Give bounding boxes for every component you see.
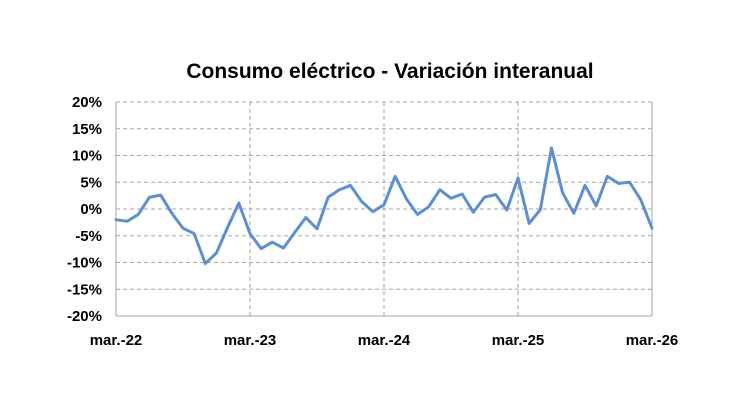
x-tick-label: mar.-23 bbox=[224, 332, 277, 349]
data-point bbox=[572, 212, 575, 215]
data-point bbox=[193, 232, 196, 235]
data-point bbox=[237, 202, 240, 205]
y-axis-tick-labels: 20% 15% 10% 5% 0% -5% -10% -15% -20% bbox=[67, 94, 102, 325]
data-point bbox=[115, 218, 118, 221]
data-point bbox=[383, 203, 386, 206]
data-point bbox=[606, 175, 609, 178]
data-point bbox=[539, 208, 542, 211]
data-point bbox=[595, 204, 598, 207]
data-point bbox=[628, 181, 631, 184]
data-point bbox=[148, 196, 151, 199]
data-point bbox=[483, 196, 486, 199]
x-axis-tick-labels: mar.-22 mar.-23 mar.-24 mar.-25 mar.-26 bbox=[90, 332, 679, 349]
data-point bbox=[182, 227, 185, 230]
x-tick-label: mar.-25 bbox=[492, 332, 545, 349]
y-tick-label: 10% bbox=[72, 148, 102, 165]
data-point bbox=[394, 175, 397, 178]
data-point bbox=[450, 197, 453, 200]
data-point bbox=[271, 241, 274, 244]
y-tick-label: 20% bbox=[72, 94, 102, 111]
data-point bbox=[584, 184, 587, 187]
y-tick-label: 0% bbox=[80, 201, 102, 218]
data-point bbox=[338, 188, 341, 191]
data-point bbox=[438, 188, 441, 191]
data-point bbox=[159, 194, 162, 197]
data-point bbox=[405, 197, 408, 200]
data-point bbox=[639, 198, 642, 201]
data-point bbox=[260, 247, 263, 250]
data-point bbox=[561, 191, 564, 194]
data-point bbox=[316, 227, 319, 230]
data-point bbox=[126, 220, 129, 223]
series-layer bbox=[114, 146, 654, 266]
data-point bbox=[427, 205, 430, 208]
data-point bbox=[494, 193, 497, 196]
data-point bbox=[282, 247, 285, 250]
data-point bbox=[550, 147, 553, 150]
data-point bbox=[517, 176, 520, 179]
data-point bbox=[528, 222, 531, 225]
data-point bbox=[349, 184, 352, 187]
data-point bbox=[371, 210, 374, 213]
data-point bbox=[249, 232, 252, 235]
data-point bbox=[617, 182, 620, 185]
data-point bbox=[360, 200, 363, 203]
y-tick-label: -5% bbox=[75, 228, 102, 245]
data-point bbox=[215, 251, 218, 254]
data-point bbox=[472, 211, 475, 214]
y-tick-label: 5% bbox=[80, 174, 102, 191]
data-point bbox=[137, 213, 140, 216]
data-point bbox=[651, 227, 654, 230]
series-line bbox=[114, 146, 654, 266]
data-point bbox=[327, 196, 330, 199]
y-tick-label: 15% bbox=[72, 121, 102, 138]
y-tick-label: -15% bbox=[67, 281, 102, 298]
data-point bbox=[304, 216, 307, 219]
chart-title: Consumo eléctrico - Variación interanual bbox=[186, 60, 593, 83]
data-point bbox=[505, 209, 508, 212]
data-point bbox=[293, 231, 296, 234]
data-point bbox=[416, 213, 419, 216]
data-point bbox=[226, 226, 229, 229]
data-point bbox=[170, 212, 173, 215]
y-tick-label: -20% bbox=[67, 308, 102, 325]
x-tick-label: mar.-24 bbox=[358, 332, 411, 349]
x-tick-label: mar.-26 bbox=[626, 332, 679, 349]
data-point bbox=[204, 262, 207, 265]
y-tick-label: -10% bbox=[67, 255, 102, 272]
x-tick-label: mar.-22 bbox=[90, 332, 143, 349]
data-point bbox=[461, 193, 464, 196]
